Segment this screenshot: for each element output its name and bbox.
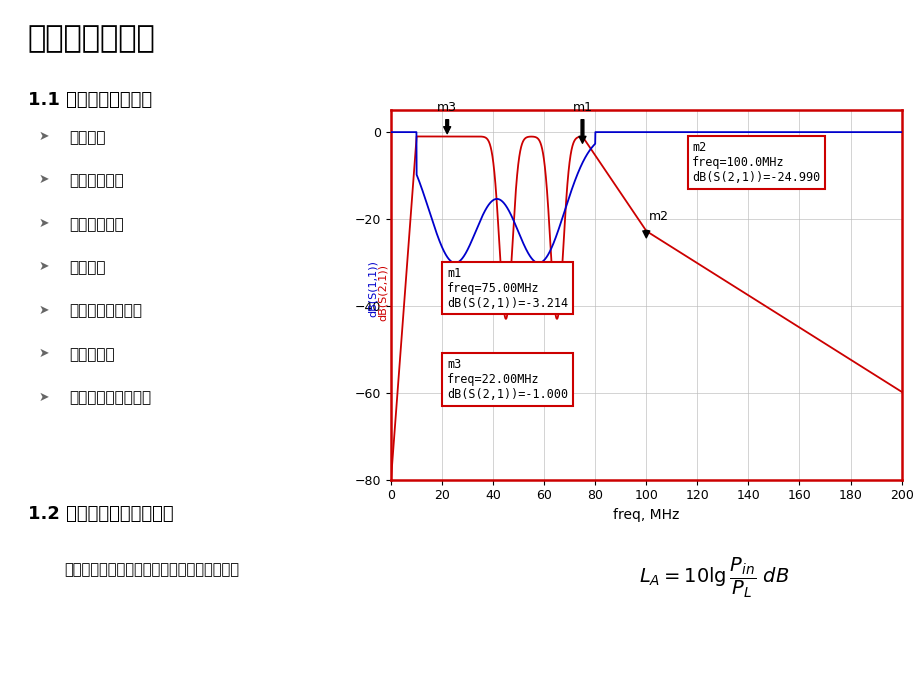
Text: m1: m1 xyxy=(572,101,592,114)
Text: 回波损耗、驻波比。: 回波损耗、驻波比。 xyxy=(69,391,151,406)
Text: 中心频率: 中心频率 xyxy=(69,130,106,145)
Text: 通常采用工作衰减来描述滤波器的衰减特性：: 通常采用工作衰减来描述滤波器的衰减特性： xyxy=(64,562,239,578)
Text: ➤: ➤ xyxy=(39,130,49,143)
Text: ➤: ➤ xyxy=(39,217,49,230)
Text: ➤: ➤ xyxy=(39,304,49,317)
Text: m2: m2 xyxy=(648,210,668,224)
Text: ➤: ➤ xyxy=(39,173,49,186)
Text: 通带带宽: 通带带宽 xyxy=(69,260,106,275)
Text: dB(S(1,1)): dB(S(1,1)) xyxy=(368,260,377,317)
Text: dB(S(2,1)): dB(S(2,1)) xyxy=(378,264,387,321)
Text: $L_A = 10\lg\dfrac{P_{in}}{P_L}\ dB$: $L_A = 10\lg\dfrac{P_{in}}{P_L}\ dB$ xyxy=(639,555,789,600)
Text: 一、滤波器原理: 一、滤波器原理 xyxy=(28,24,155,53)
Text: 1.1 滤波器的技术指标: 1.1 滤波器的技术指标 xyxy=(28,91,152,109)
Text: m3: m3 xyxy=(437,101,457,114)
Text: ➤: ➤ xyxy=(39,260,49,273)
Text: ➤: ➤ xyxy=(39,391,49,404)
Text: ➤: ➤ xyxy=(39,347,49,360)
Text: 插入损耗：群时延: 插入损耗：群时延 xyxy=(69,304,142,319)
Text: 1.2 插入衰减法设计滤波器: 1.2 插入衰减法设计滤波器 xyxy=(28,505,173,523)
X-axis label: freq, MHz: freq, MHz xyxy=(612,508,679,522)
Text: 带内纹波：: 带内纹波： xyxy=(69,347,115,362)
Text: m2
freq=100.0MHz
dB(S(2,1))=-24.990: m2 freq=100.0MHz dB(S(2,1))=-24.990 xyxy=(691,141,820,184)
Text: m1
freq=75.00MHz
dB(S(2,1))=-3.214: m1 freq=75.00MHz dB(S(2,1))=-3.214 xyxy=(447,267,568,310)
Text: 通带最大衰减: 通带最大衰减 xyxy=(69,173,124,188)
Text: m3
freq=22.00MHz
dB(S(2,1))=-1.000: m3 freq=22.00MHz dB(S(2,1))=-1.000 xyxy=(447,358,568,401)
Text: 阻带最小衰减: 阻带最小衰减 xyxy=(69,217,124,232)
